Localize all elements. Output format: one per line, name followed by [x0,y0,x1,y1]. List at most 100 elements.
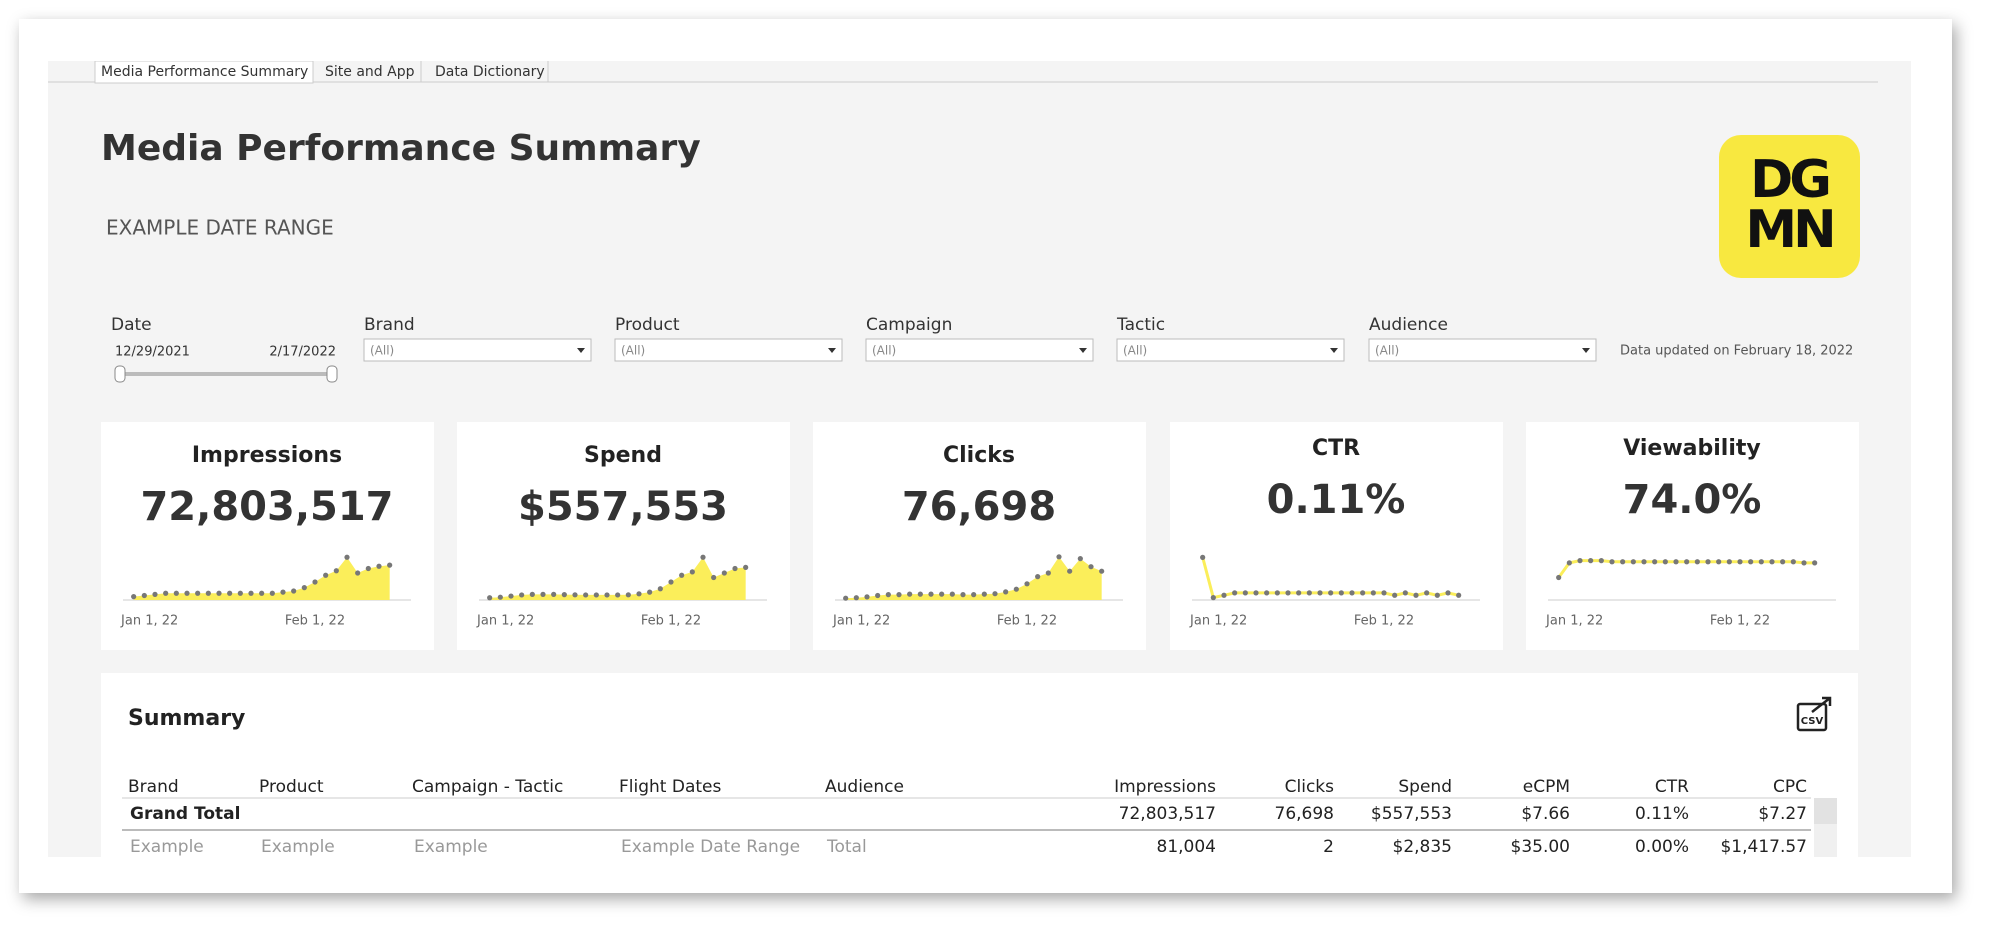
sparkline-point [1077,556,1083,562]
dropdown-value[interactable]: (All) [370,344,394,358]
sparkline-point [1045,570,1051,576]
sparkline-point [1242,590,1248,596]
sparkline-point [152,591,158,597]
sparkline-point [647,589,653,595]
sparkline-point [583,592,589,598]
column-header: Clicks [1285,777,1335,797]
dropdown-arrow [1079,348,1087,353]
sparkline-point [1769,559,1775,565]
sparkline-point [387,562,393,568]
sparkline-point [1456,592,1462,598]
sparkline-point [1641,559,1647,565]
sparkline-point [529,591,535,597]
tab[interactable]: Site and App [325,64,415,80]
sparkline-point [344,554,350,560]
column-header: Product [259,777,324,797]
dropdown-value[interactable]: (All) [1123,344,1147,358]
dropdown[interactable] [363,338,592,362]
tab[interactable]: Media Performance Summary [101,64,308,80]
sparkline-point [1588,558,1594,564]
table-cell: 76,698 [1275,804,1334,824]
sparkline-point [853,595,859,601]
dropdown[interactable] [1116,338,1345,362]
table-cell: $7.66 [1521,804,1570,824]
kpi-title: Clicks [943,443,1015,468]
sparkline-point [561,592,567,598]
table-cell: $35.00 [1511,837,1570,857]
summary-title: Summary [128,706,245,731]
column-header: Campaign - Tactic [412,777,563,797]
sparkline-point [1780,559,1786,565]
sparkline-point [1598,558,1604,564]
slider-handle[interactable] [114,365,126,383]
sparkline-point [1099,568,1105,574]
export-icon[interactable] [1796,702,1828,732]
x-tick-label: Feb 1, 22 [1354,614,1414,629]
sparkline-point [668,579,674,585]
sparkline-point [700,554,706,560]
sparkline-point [732,565,738,572]
kpi-card [101,422,434,650]
dropdown[interactable] [865,338,1094,362]
sparkline-point [365,565,371,572]
sparkline-point [1013,586,1019,592]
x-tick-label: Jan 1, 22 [1189,614,1247,629]
sparkline-point [1758,559,1764,565]
sparkline-point [928,591,934,597]
dropdown-arrow [577,348,585,353]
sparkline-point [323,572,329,578]
sparkline-point [960,592,966,598]
dropdown[interactable] [1368,338,1597,362]
sparkline-point [1566,560,1572,566]
filter-label: Audience [1369,315,1448,335]
sparkline-point [1296,590,1302,596]
export-label[interactable]: CSV [1801,716,1824,727]
sparkline-point [572,592,578,598]
sparkline-point [636,591,642,597]
dropdown-value[interactable]: (All) [1375,344,1399,358]
sparkline-point [743,564,749,570]
table-cell: 2 [1323,837,1334,857]
x-tick-label: Feb 1, 22 [1710,614,1770,629]
dropdown-arrow [1330,348,1338,353]
table-cell: 72,803,517 [1119,804,1216,824]
kpi-title: Impressions [192,443,342,468]
sparkline-point [885,592,891,598]
sparkline-point [1801,560,1807,566]
column-header: CTR [1655,777,1689,797]
sparkline-point [280,589,286,595]
summary-card [101,673,1858,857]
sparkline-point [248,590,254,596]
sparkline-point [1274,590,1280,596]
sparkline-point [1673,559,1679,565]
tab-active [94,61,314,84]
kpi-title: Spend [584,443,662,468]
sparkline-point [1338,590,1344,596]
slider-handle[interactable] [326,365,338,383]
page-title: Media Performance Summary [101,128,701,169]
sparkline-point [1445,590,1451,596]
content: Media Performance Summary Site and App Dat… [94,61,1860,857]
sparkline-point [907,591,913,597]
kpi-card [457,422,790,650]
sparkline-point [195,590,201,596]
x-tick-label: Jan 1, 22 [1545,614,1603,629]
sparkline-point [227,590,233,596]
sparkline-point [1684,559,1690,565]
sparkline-point [301,585,307,591]
sparkline-point [1210,595,1216,601]
dropdown-value[interactable]: (All) [872,344,896,358]
kpi-title: Viewability [1623,436,1761,461]
dropdown[interactable] [614,338,843,362]
sparkline-point [1024,581,1030,587]
tab[interactable]: Data Dictionary [435,64,545,80]
dropdown-value[interactable]: (All) [621,344,645,358]
sparkline-point [625,592,631,598]
column-header: Impressions [1114,777,1216,797]
sparkline-point [1056,554,1062,560]
x-tick-label: Jan 1, 22 [120,614,178,629]
sparkline-point [1381,590,1387,596]
sparkline-point [1812,560,1818,566]
sparkline-point [1694,559,1700,565]
logo-text: MN [1745,200,1832,260]
